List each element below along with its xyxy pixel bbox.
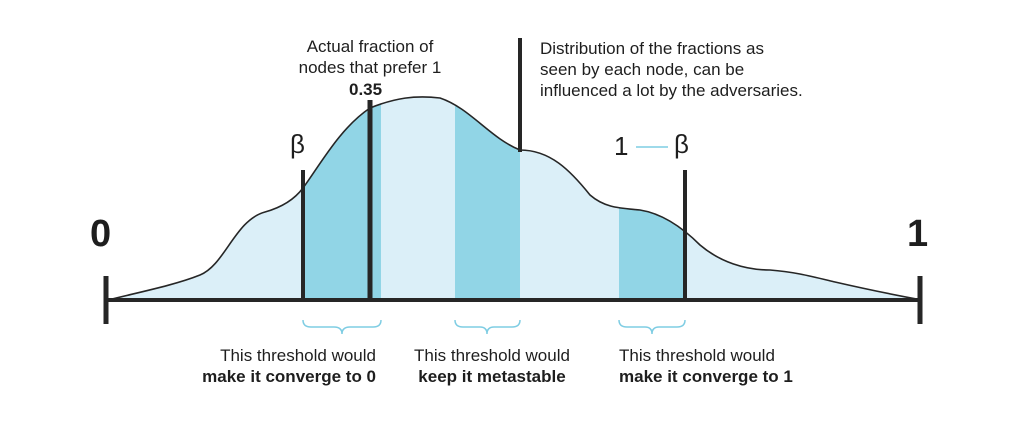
distribution-curve (107, 96, 923, 301)
one-minus-beta-one: 1 (614, 131, 629, 161)
threshold-caption-metastable: This threshold would keep it metastable (392, 345, 592, 387)
distribution-note-line3: influenced a lot by the adversaries. (540, 81, 803, 100)
axis-end-label: 1 (907, 213, 929, 255)
threshold-caption-line1: This threshold would (619, 346, 775, 365)
one-minus-beta-beta: β (674, 129, 689, 159)
actual-fraction-value: 0.35 (349, 80, 383, 99)
distribution-note: Distribution of the fractions as seen by… (540, 38, 860, 101)
threshold-caption-line2: keep it metastable (418, 367, 566, 386)
threshold-caption-converge-0: This threshold would make it converge to… (176, 345, 376, 387)
distribution-note-line2: seen by each node, can be (540, 60, 745, 79)
band-converge-1 (619, 96, 685, 300)
brace-converge-1 (618, 319, 686, 335)
band-metastable (455, 96, 520, 300)
actual-fraction-line2: nodes that prefer 1 (298, 58, 442, 77)
threshold-caption-line1: This threshold would (414, 346, 570, 365)
threshold-caption-line2: make it converge to 1 (619, 367, 793, 386)
actual-fraction-label: Actual fraction of nodes that prefer 1 (280, 36, 460, 78)
threshold-caption-line2: make it converge to 0 (202, 367, 376, 386)
beta-label: β (290, 129, 305, 159)
threshold-caption-line1: This threshold would (220, 346, 376, 365)
threshold-caption-converge-1: This threshold would make it converge to… (619, 345, 839, 387)
distribution-note-line1: Distribution of the fractions as (540, 39, 764, 58)
brace-metastable (454, 319, 521, 335)
brace-converge-0 (302, 319, 382, 335)
axis-start-label: 0 (90, 213, 112, 255)
actual-fraction-line1: Actual fraction of (306, 37, 434, 56)
